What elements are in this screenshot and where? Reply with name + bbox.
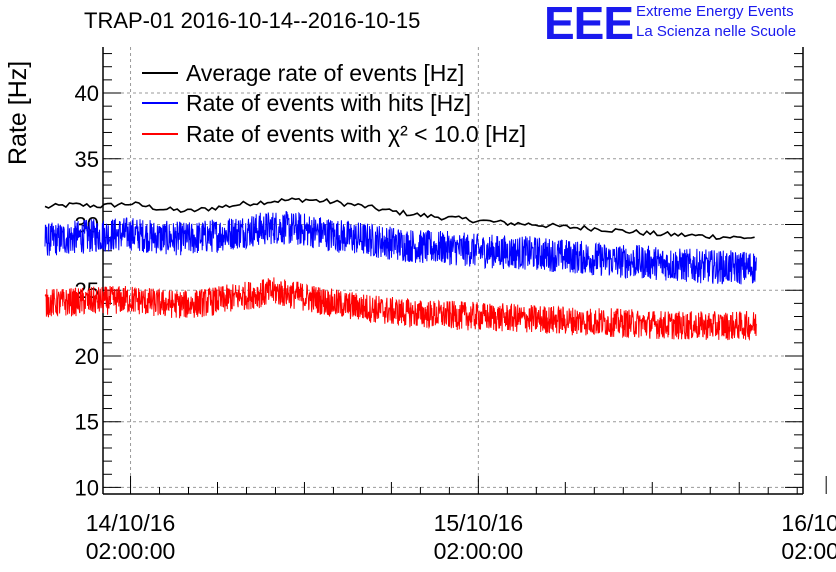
logo-line-1: Extreme Energy Events <box>636 3 794 20</box>
y-tick-label: 40 <box>75 81 99 106</box>
legend-swatch-average <box>142 71 178 74</box>
legend-chi2: Rate of events with χ² < 10.0 [Hz] <box>142 121 526 147</box>
series-line-average <box>44 197 755 240</box>
logo-line-2: La Scienza nelle Scuole <box>636 23 797 40</box>
y-tick-label: 10 <box>75 475 99 500</box>
legend-swatch-chi2 <box>142 132 178 135</box>
series-line-hits <box>44 210 757 285</box>
y-tick-label: 35 <box>75 147 99 172</box>
legend-average: Average rate of events [Hz] <box>142 60 464 86</box>
series-line-chi2 <box>44 277 757 342</box>
legend-label-average: Average rate of events [Hz] <box>186 60 465 86</box>
legend-label-chi2: Rate of events with χ² < 10.0 [Hz] <box>186 121 526 147</box>
eee-logo: EEE <box>544 0 634 49</box>
y-tick-label: 15 <box>75 410 99 435</box>
x-tick-label-date: 16/10/16 <box>781 510 836 536</box>
x-tick-label-time: 02:00:00 <box>434 538 524 564</box>
chart-title: TRAP-01 2016-10-14--2016-10-15 <box>84 8 421 33</box>
y-axis-label: Rate [Hz] <box>4 60 32 165</box>
y-tick-label: 20 <box>75 344 99 369</box>
x-tick-label-date: 14/10/16 <box>86 510 176 536</box>
legend-hits: Rate of events with hits [Hz] <box>142 90 471 116</box>
legend-label-hits: Rate of events with hits [Hz] <box>186 90 472 116</box>
x-tick-label-date: 15/10/16 <box>434 510 524 536</box>
legend-swatch-hits <box>142 101 178 104</box>
x-tick-label-time: 02:00:00 <box>781 538 836 564</box>
x-tick-label-time: 02:00:00 <box>86 538 176 564</box>
